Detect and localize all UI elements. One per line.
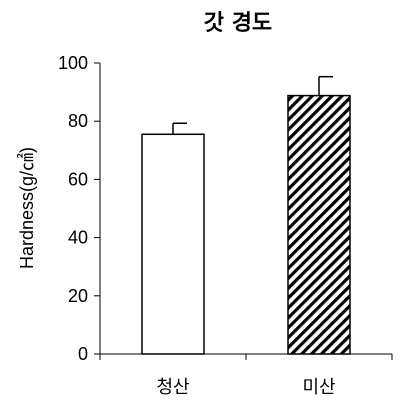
- y-axis-label: Hardness(g/㎠): [16, 147, 37, 269]
- bar: [287, 94, 351, 355]
- bar: [141, 133, 205, 355]
- y-tick-label: 20: [68, 286, 88, 306]
- x-category-label: 미산: [302, 377, 335, 398]
- y-tick-label: 0: [78, 344, 88, 364]
- chart-title: 갓 경도: [204, 11, 272, 36]
- x-category-label: 청산: [156, 377, 189, 398]
- y-tick-label: 40: [68, 228, 88, 248]
- plot-area: 0 20 40 60 80 100 청산 미산: [58, 53, 393, 398]
- y-tick-label: 60: [68, 169, 88, 189]
- y-tick-label: 100: [58, 53, 88, 73]
- y-tick-label: 80: [68, 111, 88, 131]
